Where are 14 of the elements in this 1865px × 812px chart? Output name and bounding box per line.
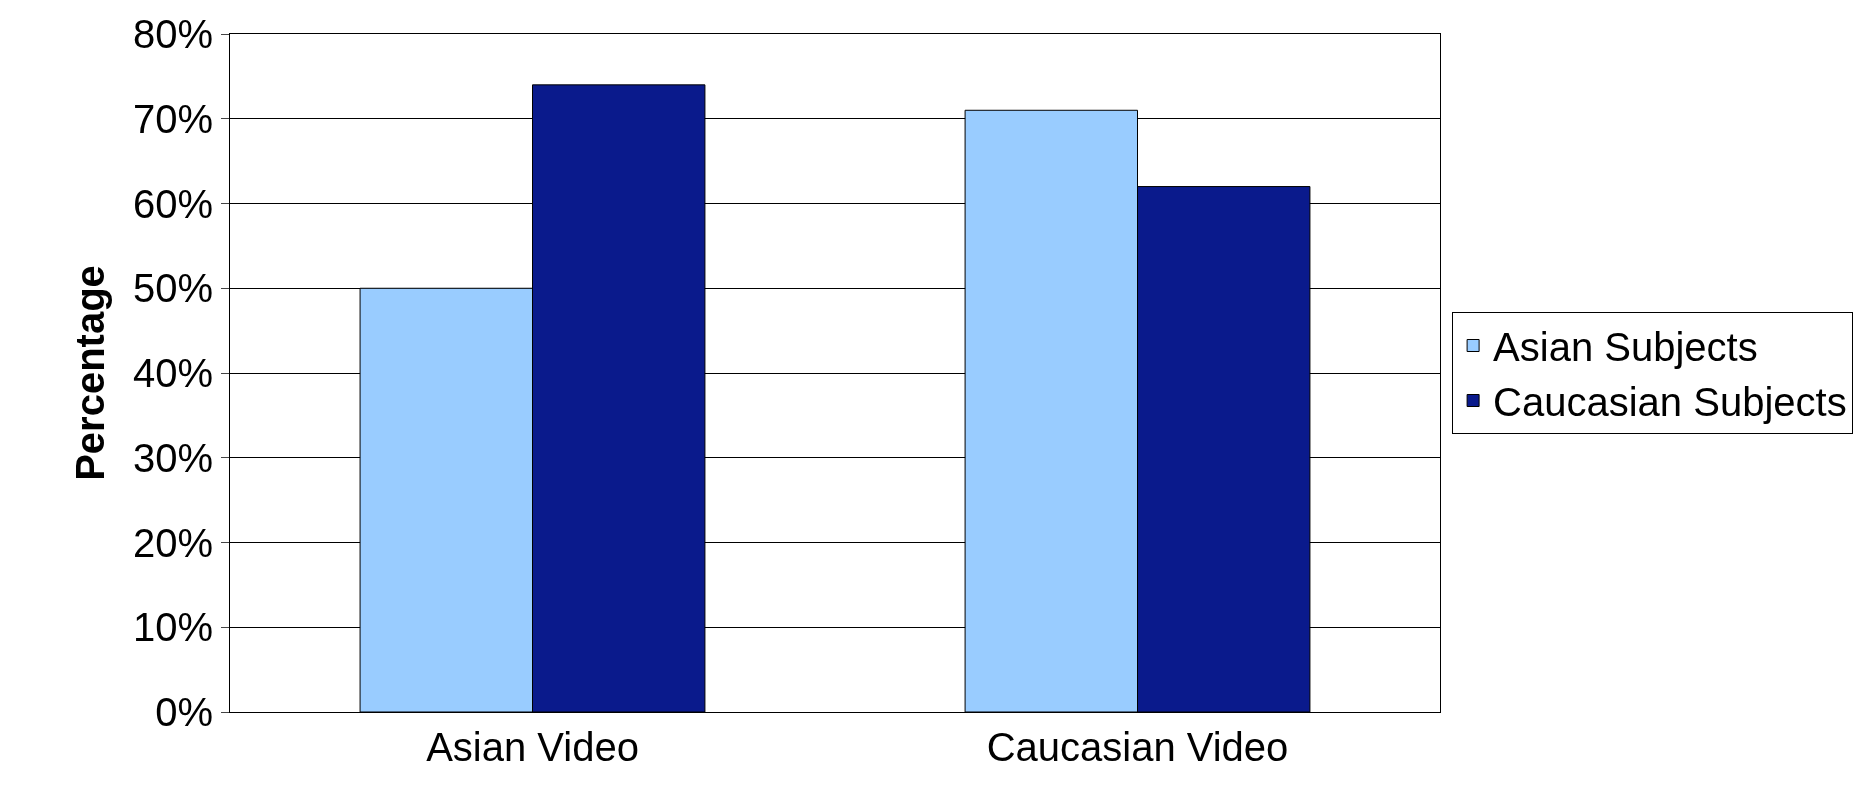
y-tick-label: 20% (132, 520, 213, 565)
y-tick-label: 0% (155, 690, 213, 734)
y-tick-label: 50% (132, 266, 213, 311)
y-tick-label: 10% (132, 605, 213, 650)
y-tick-label: 70% (132, 96, 213, 141)
x-tick-label: Caucasian Video (986, 725, 1289, 769)
y-tick-label: 40% (132, 351, 213, 395)
y-axis-title: Percentage (68, 265, 113, 481)
x-tick-label: Asian Video (426, 725, 639, 769)
legend-label: Asian Subjects (1493, 325, 1758, 370)
y-tick-label: 30% (132, 435, 213, 480)
legend-label: Caucasian Subjects (1493, 380, 1847, 425)
y-tick-label: 80% (132, 12, 213, 56)
y-tick-label: 60% (132, 181, 213, 226)
